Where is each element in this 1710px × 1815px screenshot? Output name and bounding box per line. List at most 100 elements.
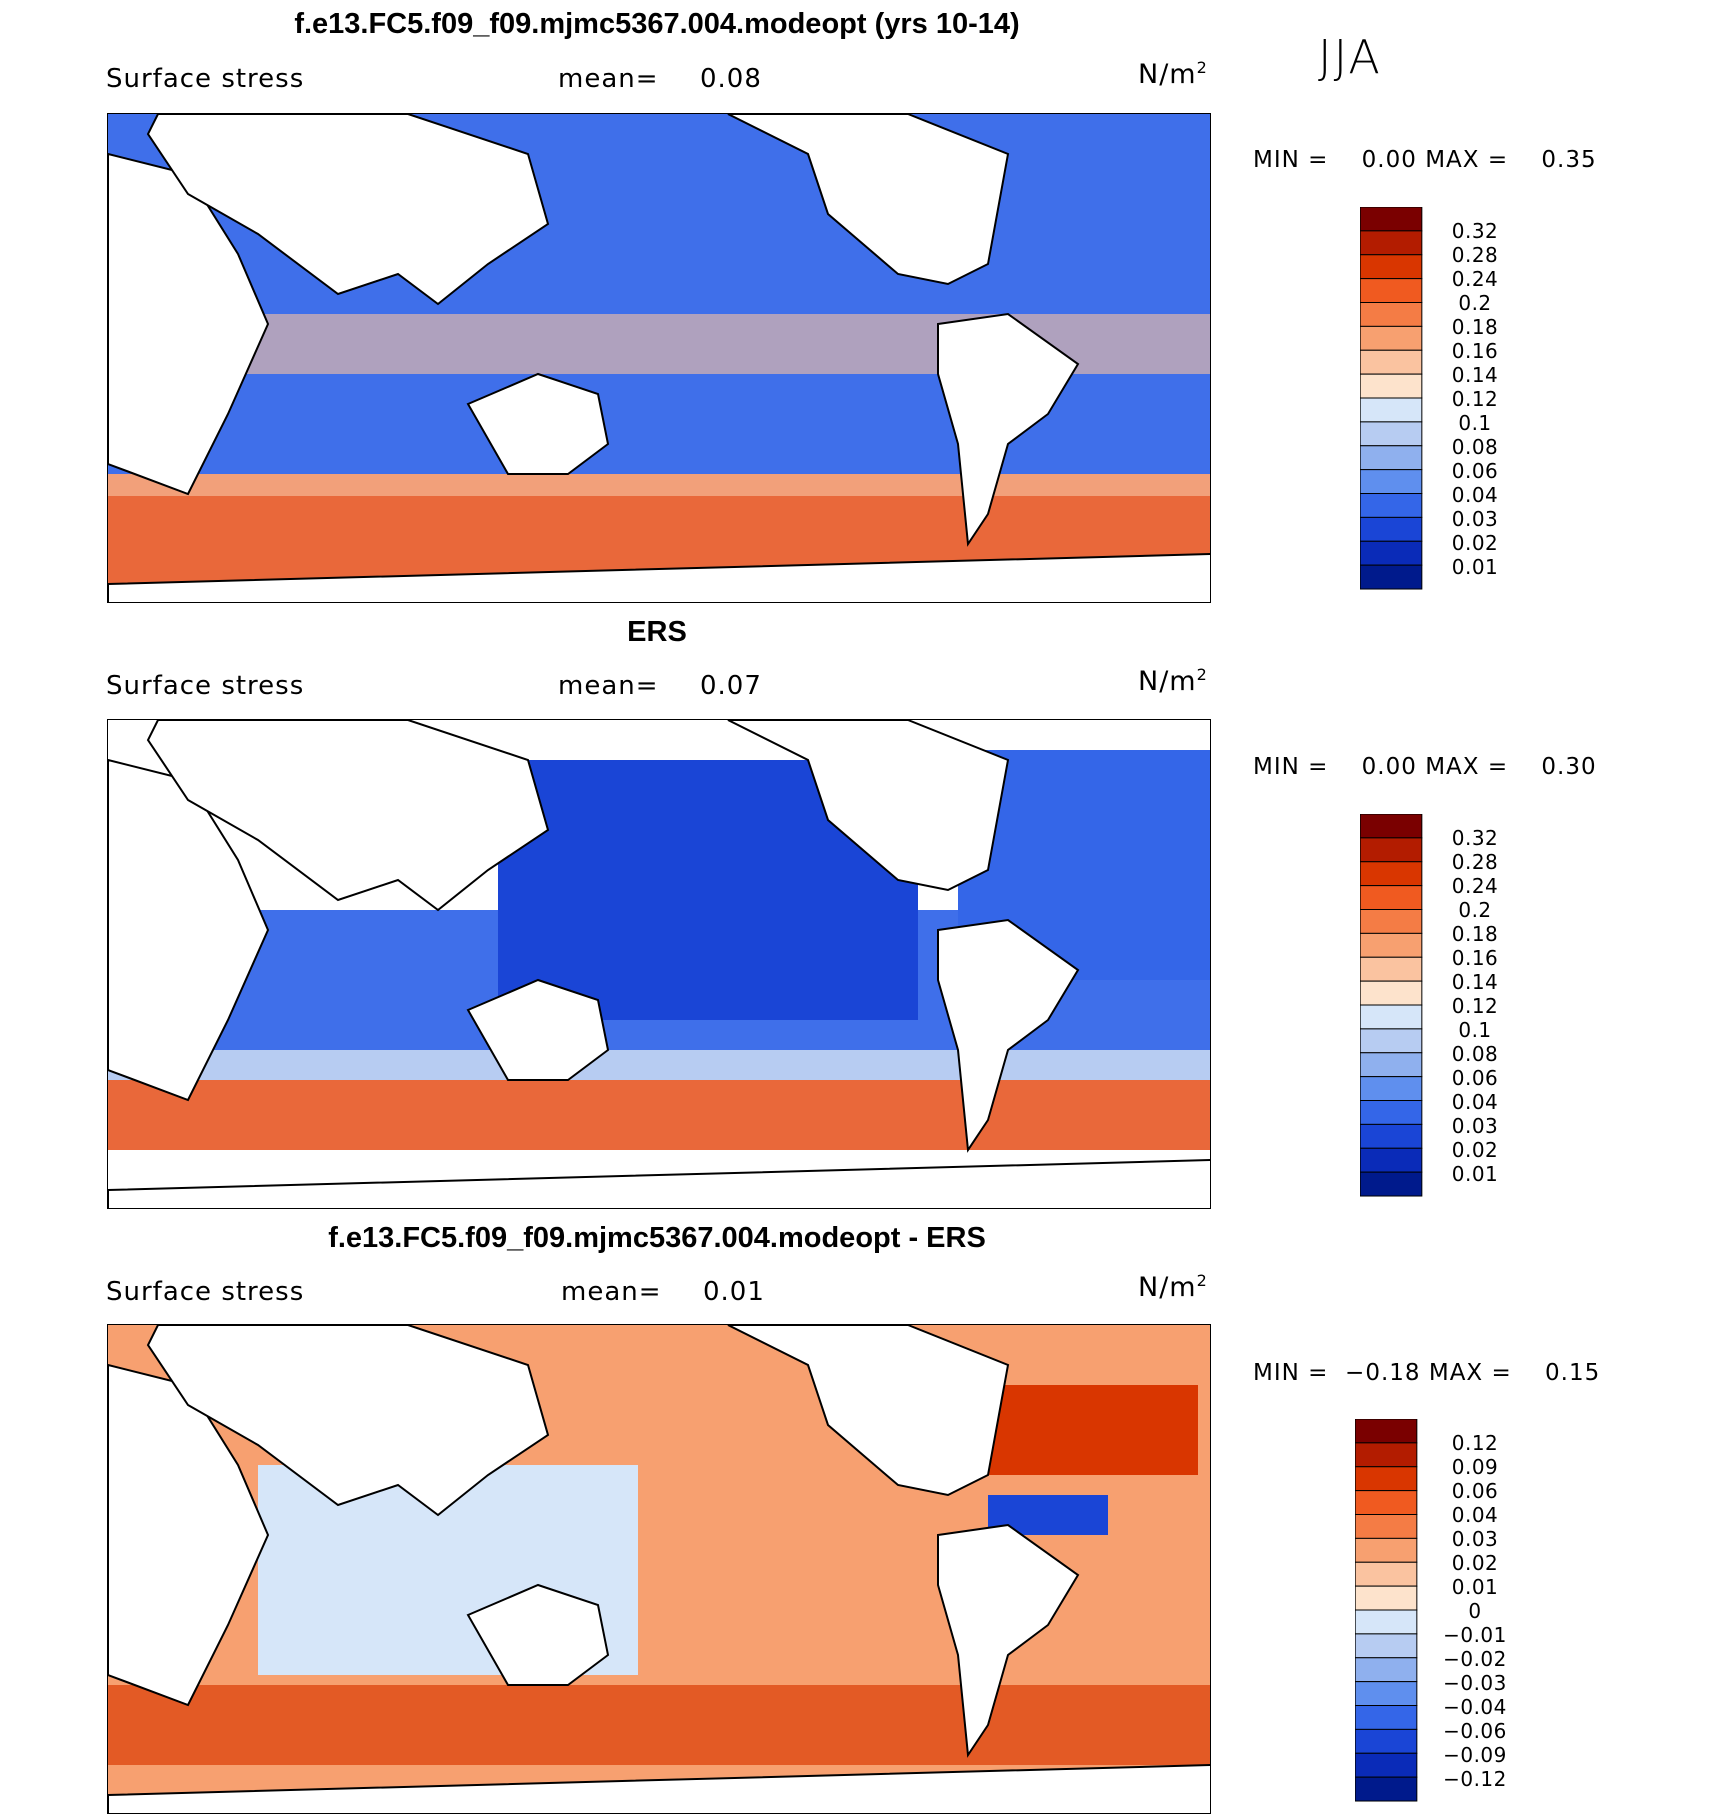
colorbar-swatch — [1354, 1585, 1418, 1611]
colorbar-swatch — [1359, 980, 1423, 1006]
colorbar-swatch — [1359, 1052, 1423, 1078]
colorbar-tick-label: 0.01 — [1451, 1162, 1499, 1186]
units-label: N/m2 — [1138, 58, 1208, 90]
colorbar-swatch — [1354, 1776, 1418, 1802]
colorbar-swatch — [1354, 1514, 1418, 1539]
mean-value: 0.07 — [700, 671, 762, 701]
colorbar-swatch — [1354, 1728, 1418, 1754]
colorbar-swatches — [1359, 206, 1423, 590]
colorbar-swatch — [1359, 1123, 1423, 1149]
colorbar-swatch — [1359, 349, 1423, 375]
colorbar-swatch — [1354, 1442, 1418, 1468]
colorbar-tick-label: 0.1 — [1458, 1018, 1492, 1042]
min-max-readout: MIN = 0.00 MAX = 0.30 — [1253, 754, 1597, 780]
colorbar-tick-label: 0.06 — [1451, 459, 1499, 483]
colorbar-tick-label: 0.16 — [1451, 946, 1499, 970]
colorbar-swatch — [1359, 493, 1423, 518]
colorbar-swatch — [1354, 1609, 1418, 1635]
season-label: JJA — [1318, 30, 1382, 84]
colorbar-tick-label: 0 — [1468, 1599, 1482, 1623]
colorbar-tick-label: 0.12 — [1451, 994, 1499, 1018]
colorbar-tick-label: 0.32 — [1451, 219, 1499, 243]
colorbar-swatch — [1359, 421, 1423, 447]
colorbar-swatch — [1359, 325, 1423, 351]
colorbar-swatch — [1359, 564, 1423, 590]
colorbar-tick-label: −0.02 — [1443, 1647, 1507, 1671]
mean-value: 0.08 — [700, 64, 762, 94]
colorbar-tick-label: 0.08 — [1451, 1042, 1499, 1066]
units-label: N/m2 — [1138, 665, 1208, 697]
colorbar-swatch — [1359, 932, 1423, 958]
colorbar-swatch — [1359, 813, 1423, 839]
colorbar-swatch — [1359, 278, 1423, 304]
colorbar-tick-label: 0.28 — [1451, 850, 1499, 874]
colorbar-tick-label: 0.04 — [1451, 1503, 1499, 1527]
continents — [108, 114, 1210, 602]
colorbar-swatch — [1359, 397, 1423, 423]
colorbar — [1359, 206, 1424, 598]
colorbar-tick-label: 0.12 — [1451, 1431, 1499, 1455]
colorbar-swatch — [1354, 1633, 1418, 1659]
colorbar-swatch — [1359, 909, 1423, 934]
colorbar-tick-label: 0.16 — [1451, 339, 1499, 363]
colorbar-tick-label: 0.12 — [1451, 387, 1499, 411]
min-max-readout: MIN = −0.18 MAX = 0.15 — [1253, 1360, 1601, 1386]
colorbar-tick-label: 0.14 — [1451, 970, 1499, 994]
colorbar-tick-label: 0.02 — [1451, 531, 1499, 555]
colorbar-swatch — [1354, 1561, 1418, 1587]
southern-ocean-band — [108, 1685, 1210, 1765]
colorbar-swatch — [1359, 445, 1423, 471]
colorbar-tick-label: 0.01 — [1451, 555, 1499, 579]
colorbar-tick-label: 0.2 — [1458, 898, 1492, 922]
colorbar-tick-label: 0.14 — [1451, 363, 1499, 387]
colorbar-swatch — [1359, 1004, 1423, 1030]
colorbar-swatch — [1359, 516, 1423, 542]
colorbar-swatches — [1359, 813, 1423, 1197]
colorbar-tick-label: −0.04 — [1443, 1695, 1507, 1719]
colorbar — [1359, 813, 1424, 1205]
colorbar-tick-label: 0.01 — [1451, 1575, 1499, 1599]
colorbar-swatch — [1354, 1657, 1418, 1683]
colorbar-tick-label: 0.09 — [1451, 1455, 1499, 1479]
southern-ocean-band — [108, 1080, 1210, 1150]
panel-title: f.e13.FC5.f09_f09.mjmc5367.004.modeopt (… — [294, 8, 1020, 40]
colorbar-swatch — [1359, 540, 1423, 566]
colorbar-tick-label: 0.24 — [1451, 874, 1499, 898]
colorbar-tick-label: 0.02 — [1451, 1138, 1499, 1162]
mean-value: 0.01 — [703, 1277, 765, 1307]
colorbar-swatch — [1359, 1028, 1423, 1054]
colorbar-tick-label: 0.08 — [1451, 435, 1499, 459]
colorbar-tick-label: 0.2 — [1458, 291, 1492, 315]
colorbar-swatch — [1359, 885, 1423, 911]
colorbar-tick-label: 0.06 — [1451, 1066, 1499, 1090]
units-label: N/m2 — [1138, 1271, 1208, 1303]
colorbar-tick-label: 0.04 — [1451, 1090, 1499, 1114]
colorbar-swatch — [1359, 837, 1423, 863]
colorbar-tick-label: −0.12 — [1443, 1767, 1507, 1791]
colorbar-tick-label: −0.09 — [1443, 1743, 1507, 1767]
colorbar-swatch — [1359, 302, 1423, 327]
panel-title: f.e13.FC5.f09_f09.mjmc5367.004.modeopt -… — [328, 1222, 986, 1254]
map-plot — [107, 113, 1211, 603]
continents — [108, 720, 1210, 1208]
colorbar-swatch — [1354, 1537, 1418, 1563]
colorbar-tick-label: 0.28 — [1451, 243, 1499, 267]
colorbar-swatch — [1354, 1752, 1418, 1778]
mean-label: mean= — [558, 64, 659, 94]
colorbar-swatch — [1354, 1705, 1418, 1730]
colorbar — [1354, 1418, 1419, 1810]
colorbar-swatch — [1354, 1681, 1418, 1707]
panel-title: ERS — [627, 616, 687, 648]
colorbar-swatch — [1359, 1171, 1423, 1197]
colorbar-tick-label: −0.03 — [1443, 1671, 1507, 1695]
colorbar-swatch — [1359, 469, 1423, 495]
colorbar-swatch — [1359, 206, 1423, 232]
colorbar-tick-label: −0.01 — [1443, 1623, 1507, 1647]
map-plot — [107, 719, 1211, 1209]
colorbar-swatch — [1359, 1100, 1423, 1125]
mean-label: mean= — [558, 671, 659, 701]
variable-label: Surface stress — [106, 64, 305, 94]
colorbar-tick-label: 0.03 — [1451, 1527, 1499, 1551]
colorbar-tick-label: 0.06 — [1451, 1479, 1499, 1503]
mean-label: mean= — [561, 1277, 662, 1307]
